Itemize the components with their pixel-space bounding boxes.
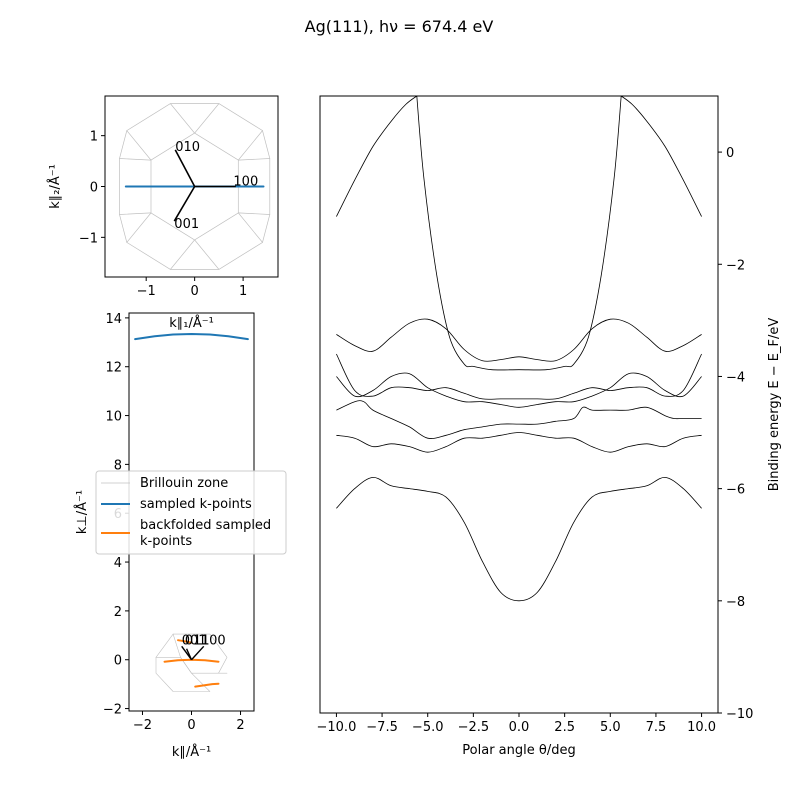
legend-label-sampled: sampled k-points <box>140 497 252 512</box>
y-axis-label: k∥₂/Å⁻¹ <box>47 164 63 209</box>
x-tick-label: 2.5 <box>554 720 575 735</box>
y-tick-label: 8 <box>114 458 122 473</box>
legend: Brillouin zone sampled k-points backfold… <box>95 470 287 555</box>
y-tick-label: 2 <box>114 605 122 620</box>
y-tick-label: −2 <box>103 703 122 718</box>
x-tick-label: −5.0 <box>412 720 444 735</box>
y-tick-label: 1 <box>90 130 98 145</box>
bz-edge <box>194 103 220 134</box>
bz-parallel-panel: 010 100 001 −1 0 1 −1 0 1 k∥₁/Å⁻¹ k∥₂/Å⁻¹ <box>47 95 279 331</box>
backfolded-kpoints-line <box>163 658 220 663</box>
brillouin-zone-perp <box>155 633 228 692</box>
legend-label-backfolded: backfolded sampled <box>140 518 271 533</box>
y-tick-label: −10 <box>726 707 753 722</box>
band-line-7 <box>336 372 702 408</box>
x-axis-label: k∥/Å⁻¹ <box>172 744 211 760</box>
band-line-3 <box>620 96 702 217</box>
y-tick-label: 0 <box>114 654 122 669</box>
y-tick-label: 12 <box>105 361 122 376</box>
bz-edge <box>237 158 271 161</box>
bz-perp-lower-cell <box>155 656 211 692</box>
legend-frame <box>95 470 287 555</box>
y-tick-label: 0 <box>726 146 734 161</box>
backfolded-kpoints-line <box>194 682 220 688</box>
bz-edge <box>119 158 152 161</box>
bz-edge <box>237 212 271 215</box>
figure-title: Ag(111), hν = 674.4 eV <box>305 17 494 36</box>
lattice-label-010: 010 <box>175 140 200 155</box>
band-line-5 <box>336 353 702 400</box>
legend-label-bz: Brillouin zone <box>140 476 228 491</box>
y-tick-label: 14 <box>105 312 122 327</box>
y-tick-label: −4 <box>726 370 745 385</box>
bz-edge <box>194 239 220 270</box>
y-axis-label: k⊥/Å⁻¹ <box>74 490 90 534</box>
bz-edge <box>170 103 195 134</box>
bz-edge <box>237 130 263 161</box>
backfolded-kpoints-line <box>177 639 193 644</box>
y-tick-label: −2 <box>726 258 745 273</box>
legend-label-backfolded-line2: k-points <box>140 534 192 549</box>
bands-frame <box>319 95 719 714</box>
lattice-label-100: 100 <box>233 174 258 189</box>
lattice-vector-100 <box>190 645 205 661</box>
y-tick-label: −6 <box>726 483 745 498</box>
bands-panel: −10.0 −7.5 −5.0 −2.5 0.0 2.5 5.0 7.5 10.0 0 −2 −4 −6… <box>317 95 782 758</box>
band-line-2 <box>416 96 622 371</box>
bz-perp-axes: −202−202468101214k∥/Å⁻¹k⊥/Å⁻¹ <box>74 312 255 760</box>
band-lines <box>336 96 702 602</box>
brillouin-zone-parallel <box>119 103 271 270</box>
x-tick-label: 0.0 <box>509 720 530 735</box>
x-tick-label: −2.5 <box>458 720 490 735</box>
band-line-4 <box>336 318 702 362</box>
x-tick-label: 0 <box>191 284 199 299</box>
bz-parallel-axes: −1 0 1 −1 0 1 k∥₁/Å⁻¹ k∥₂/Å⁻¹ <box>47 95 279 331</box>
y-tick-label: 4 <box>114 556 122 571</box>
x-tick-label: 7.5 <box>646 720 667 735</box>
x-tick-label: 0 <box>187 718 195 733</box>
x-tick-label: 2 <box>236 718 244 733</box>
lattice-label-001: 001 <box>182 634 207 649</box>
band-line-9 <box>336 476 702 602</box>
bands-axes: −10.0 −7.5 −5.0 −2.5 0.0 2.5 5.0 7.5 10.0 0 −2 −4 −6… <box>317 95 782 758</box>
x-tick-label: 1 <box>239 284 247 299</box>
x-tick-label: −2 <box>133 718 152 733</box>
y-tick-label: 10 <box>105 410 122 425</box>
x-axis-label: Polar angle θ/deg <box>462 743 575 758</box>
y-axis-label: Binding energy E − E_F/eV <box>767 318 782 492</box>
x-tick-label: −1 <box>137 284 156 299</box>
bz-edge <box>126 130 152 161</box>
band-line-1 <box>336 96 418 217</box>
y-tick-label: −1 <box>79 231 98 246</box>
bz-edge <box>170 239 195 270</box>
y-tick-label: 0 <box>90 181 98 196</box>
bz-edge <box>155 633 174 658</box>
lattice-vector-010 <box>174 149 196 187</box>
lattice-vector-001 <box>173 186 196 222</box>
x-tick-label: 5.0 <box>600 720 621 735</box>
x-tick-label: 10.0 <box>687 720 716 735</box>
y-tick-label: −8 <box>726 595 745 610</box>
bz-edge <box>237 212 263 243</box>
lattice-vector-011 <box>185 648 193 661</box>
bz-edge <box>119 212 152 215</box>
x-axis-label: k∥₁/Å⁻¹ <box>169 315 214 331</box>
band-line-8 <box>336 432 702 453</box>
lattice-label-011: 011 <box>185 634 210 649</box>
band-line-6 <box>336 400 702 439</box>
x-tick-label: −10.0 <box>317 720 357 735</box>
sampled-kpoints-line <box>134 333 249 341</box>
lattice-label-100: 100 <box>201 634 226 649</box>
lattice-label-001: 001 <box>174 217 199 232</box>
bz-parallel-annotations: 010 100 001 <box>173 140 258 232</box>
bz-edge <box>126 212 152 243</box>
x-tick-label: −7.5 <box>366 720 398 735</box>
